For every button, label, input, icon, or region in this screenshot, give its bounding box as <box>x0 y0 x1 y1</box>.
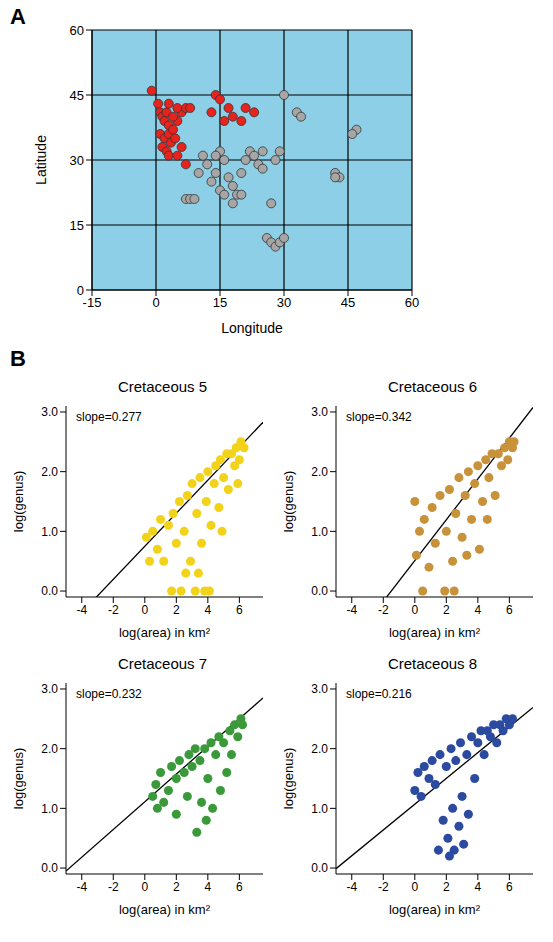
svg-text:log(area) in km²: log(area) in km² <box>389 902 481 917</box>
svg-text:0: 0 <box>141 880 148 894</box>
svg-text:log(genus): log(genus) <box>11 748 26 809</box>
svg-text:-4: -4 <box>346 880 357 894</box>
html-text:slope=0.232: slope=0.232 <box>76 687 142 701</box>
svg-text:0: 0 <box>141 603 148 617</box>
svg-text:15: 15 <box>70 218 84 233</box>
svg-text:0.0: 0.0 <box>41 861 58 875</box>
svg-text:-4: -4 <box>346 603 357 617</box>
svg-text:log(area) in km²: log(area) in km² <box>119 902 211 917</box>
svg-text:0.0: 0.0 <box>311 584 328 598</box>
svg-text:45: 45 <box>70 88 84 103</box>
html-text:Cretaceous 8: Cretaceous 8 <box>387 655 478 672</box>
svg-text:30: 30 <box>70 153 84 168</box>
svg-text:3.0: 3.0 <box>311 682 328 696</box>
svg-text:1.0: 1.0 <box>311 802 328 816</box>
svg-text:2.0: 2.0 <box>311 465 328 479</box>
svg-text:0: 0 <box>152 295 159 310</box>
svg-text:-15: -15 <box>83 295 102 310</box>
svg-text:3.0: 3.0 <box>311 405 328 419</box>
svg-text:60: 60 <box>70 23 84 38</box>
html-text:Cretaceous 5: Cretaceous 5 <box>117 378 208 395</box>
svg-text:1.0: 1.0 <box>311 525 328 539</box>
svg-text:2.0: 2.0 <box>41 465 58 479</box>
html-text:A: A <box>10 4 26 29</box>
svg-text:Latitude: Latitude <box>33 135 49 185</box>
html-text:slope=0.216: slope=0.216 <box>346 687 412 701</box>
svg-text:4: 4 <box>204 603 211 617</box>
svg-text:2: 2 <box>443 880 450 894</box>
svg-text:-2: -2 <box>378 603 389 617</box>
svg-text:2: 2 <box>173 603 180 617</box>
html-text:Cretaceous 6: Cretaceous 6 <box>387 378 478 395</box>
svg-text:4: 4 <box>204 880 211 894</box>
svg-text:0.0: 0.0 <box>311 861 328 875</box>
svg-text:3.0: 3.0 <box>41 682 58 696</box>
svg-text:-4: -4 <box>76 603 87 617</box>
svg-text:2.0: 2.0 <box>41 742 58 756</box>
svg-text:2: 2 <box>443 603 450 617</box>
svg-text:60: 60 <box>405 295 419 310</box>
svg-text:-2: -2 <box>378 880 389 894</box>
svg-text:4: 4 <box>474 603 481 617</box>
svg-text:2.0: 2.0 <box>311 742 328 756</box>
svg-text:0: 0 <box>411 880 418 894</box>
svg-text:2: 2 <box>173 880 180 894</box>
svg-text:1.0: 1.0 <box>41 802 58 816</box>
html-text:Cretaceous 7: Cretaceous 7 <box>117 655 208 672</box>
svg-text:Longitude: Longitude <box>221 320 283 336</box>
html-text:slope=0.342: slope=0.342 <box>346 410 412 424</box>
svg-text:4: 4 <box>474 880 481 894</box>
svg-text:15: 15 <box>213 295 227 310</box>
svg-text:log(genus): log(genus) <box>11 471 26 532</box>
svg-text:6: 6 <box>506 603 513 617</box>
svg-text:-2: -2 <box>108 603 119 617</box>
html-text:slope=0.277: slope=0.277 <box>76 410 142 424</box>
svg-text:log(genus): log(genus) <box>281 471 296 532</box>
svg-text:log(genus): log(genus) <box>281 748 296 809</box>
svg-text:0.0: 0.0 <box>41 584 58 598</box>
svg-text:3.0: 3.0 <box>41 405 58 419</box>
svg-text:-4: -4 <box>76 880 87 894</box>
svg-text:6: 6 <box>236 880 243 894</box>
svg-text:45: 45 <box>341 295 355 310</box>
html-text:B: B <box>10 346 26 371</box>
svg-text:0: 0 <box>77 283 84 298</box>
svg-text:1.0: 1.0 <box>41 525 58 539</box>
svg-text:6: 6 <box>506 880 513 894</box>
svg-text:6: 6 <box>236 603 243 617</box>
svg-text:0: 0 <box>411 603 418 617</box>
svg-text:30: 30 <box>277 295 291 310</box>
svg-text:-2: -2 <box>108 880 119 894</box>
svg-text:log(area) in km²: log(area) in km² <box>119 625 211 640</box>
svg-text:log(area) in km²: log(area) in km² <box>389 625 481 640</box>
